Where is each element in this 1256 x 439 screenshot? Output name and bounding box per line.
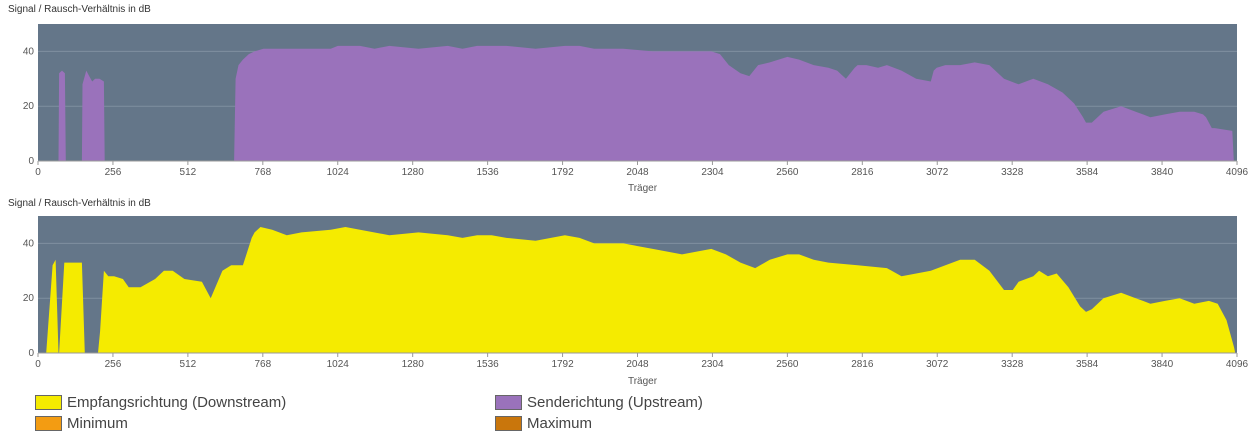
legend-swatch-upstream: [495, 394, 522, 410]
x-tick-label: 2048: [626, 167, 649, 178]
x-tick-label: 1536: [477, 359, 500, 370]
x-tick-label: 3840: [1151, 167, 1174, 178]
x-axis-title-0: Träger: [628, 183, 658, 194]
legend-label-upstream: Senderichtung (Upstream): [527, 393, 703, 411]
x-tick-label: 256: [105, 359, 122, 370]
x-axis-title-1: Träger: [628, 376, 658, 387]
x-tick-label: 3072: [926, 167, 949, 178]
x-tick-label: 512: [180, 359, 197, 370]
x-tick-label: 2816: [851, 167, 874, 178]
legend-swatch-downstream: [35, 394, 62, 410]
x-tick-label: 2048: [626, 359, 649, 370]
legend-swatch-minimum: [35, 415, 62, 431]
snr-charts: 0 20 40 0 256 512 768 1024 1280 1536 1792 2048 2304 2…: [8, 4, 1249, 387]
y-tick-label: 40: [23, 238, 35, 249]
y-tick-label: 20: [23, 293, 35, 304]
series-area-1-0: [46, 227, 1236, 353]
x-tick-label: 768: [254, 359, 271, 370]
y-axis-title-0: Signal / Rausch-Verhältnis in dB: [8, 4, 151, 15]
x-tick-label: 1280: [402, 167, 425, 178]
y-tick-label: 40: [23, 46, 35, 57]
x-tick-label: 0: [35, 167, 41, 178]
y-axis-title-1: Signal / Rausch-Verhältnis in dB: [8, 198, 151, 209]
x-tick-label: 2816: [851, 359, 874, 370]
x-tick-label: 512: [180, 167, 197, 178]
x-tick-label: 2560: [776, 359, 799, 370]
legend: Empfangsrichtung (Downstream) Sendericht…: [0, 388, 1256, 438]
x-tick-label: 768: [254, 167, 271, 178]
x-tick-label: 256: [105, 167, 122, 178]
legend-label-downstream: Empfangsrichtung (Downstream): [67, 393, 287, 411]
y-tick-label: 0: [28, 348, 34, 359]
legend-label-maximum: Maximum: [527, 414, 593, 432]
x-tick-label: 1792: [551, 359, 574, 370]
x-tick-label: 3328: [1001, 359, 1024, 370]
x-tick-label: 4096: [1226, 359, 1249, 370]
x-tick-label: 3584: [1076, 167, 1099, 178]
y-tick-label: 0: [28, 156, 34, 167]
x-tick-label: 3840: [1151, 359, 1174, 370]
x-tick-label: 3584: [1076, 359, 1099, 370]
legend-swatch-maximum: [495, 415, 522, 431]
y-tick-label: 20: [23, 101, 35, 112]
x-tick-label: 1024: [327, 359, 350, 370]
x-tick-label: 1536: [477, 167, 500, 178]
legend-item-maximum[interactable]: Maximum: [495, 413, 592, 433]
series-area-0-0: [58, 45, 1235, 161]
x-tick-label: 3328: [1001, 167, 1024, 178]
x-tick-label: 1280: [402, 359, 425, 370]
x-tick-label: 2560: [776, 167, 799, 178]
legend-item-upstream[interactable]: Senderichtung (Upstream): [495, 392, 703, 412]
x-tick-label: 1792: [551, 167, 574, 178]
x-tick-label: 2304: [701, 359, 724, 370]
legend-label-minimum: Minimum: [67, 414, 128, 432]
legend-item-minimum[interactable]: Minimum: [35, 413, 128, 433]
legend-item-downstream[interactable]: Empfangsrichtung (Downstream): [35, 392, 286, 412]
x-tick-label: 2304: [701, 167, 724, 178]
x-tick-label: 3072: [926, 359, 949, 370]
x-tick-label: 0: [35, 359, 41, 370]
x-tick-label: 1024: [327, 167, 350, 178]
x-tick-label: 4096: [1226, 167, 1249, 178]
